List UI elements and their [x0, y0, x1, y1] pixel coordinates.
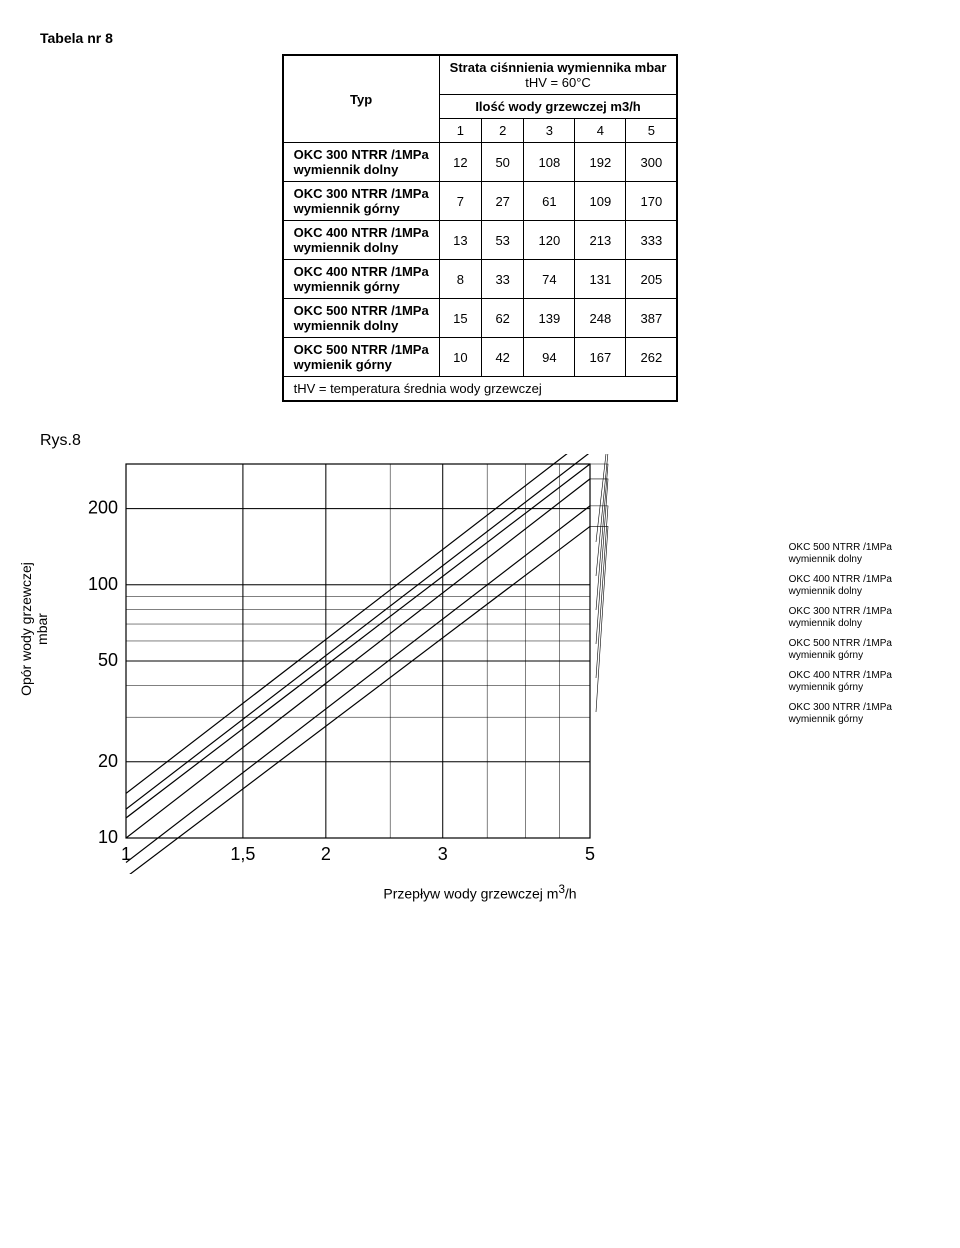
header-main-text: Strata ciśnnienia wymiennika mbar — [450, 60, 667, 75]
svg-text:1,5: 1,5 — [230, 844, 255, 864]
cell-value: 61 — [524, 182, 575, 221]
cell-value: 33 — [482, 260, 524, 299]
pressure-chart: 1 1,5 2 3 5 10 20 50 100 200 — [70, 454, 710, 874]
row-label: OKC 300 NTRR /1MPa wymiennik dolny — [283, 143, 440, 182]
table-row: OKC 500 NTRR /1MPa wymienik górny1042941… — [283, 338, 678, 377]
row-label: OKC 500 NTRR /1MPa wymienik górny — [283, 338, 440, 377]
table-row: OKC 500 NTRR /1MPa wymiennik dolny156213… — [283, 299, 678, 338]
cell-value: 213 — [575, 221, 626, 260]
legend-item: OKC 400 NTRR /1MPa wymiennik górny — [789, 670, 892, 694]
row-label: OKC 400 NTRR /1MPa wymiennik dolny — [283, 221, 440, 260]
cell-value: 42 — [482, 338, 524, 377]
cell-value: 27 — [482, 182, 524, 221]
legend-item: OKC 300 NTRR /1MPa wymiennik dolny — [789, 606, 892, 630]
col-header: 2 — [482, 119, 524, 143]
chart-container: Opór wody grzewczejmbar 11,5235102050100… — [70, 454, 890, 902]
table-row: OKC 400 NTRR /1MPa wymiennik dolny135312… — [283, 221, 678, 260]
pressure-loss-table: Typ Strata ciśnnienia wymiennika mbar tH… — [282, 54, 679, 402]
header-sub-text: tHV = 60°C — [450, 75, 667, 90]
svg-text:5: 5 — [585, 844, 595, 864]
cell-value: 131 — [575, 260, 626, 299]
cell-value: 108 — [524, 143, 575, 182]
table-title: Tabela nr 8 — [40, 30, 920, 46]
cell-value: 94 — [524, 338, 575, 377]
cell-value: 333 — [626, 221, 678, 260]
header-main: Strata ciśnnienia wymiennika mbar tHV = … — [439, 55, 677, 95]
cell-value: 139 — [524, 299, 575, 338]
cell-value: 120 — [524, 221, 575, 260]
cell-value: 387 — [626, 299, 678, 338]
cell-value: 262 — [626, 338, 678, 377]
col-header: 1 — [439, 119, 481, 143]
svg-text:50: 50 — [98, 650, 118, 670]
svg-text:2: 2 — [321, 844, 331, 864]
y-axis-label: Opór wody grzewczejmbar — [18, 529, 50, 729]
col-header: 3 — [524, 119, 575, 143]
row-label: OKC 300 NTRR /1MPa wymiennik górny — [283, 182, 440, 221]
table-row: OKC 300 NTRR /1MPa wymiennik górny727611… — [283, 182, 678, 221]
x-axis-label: Przepływ wody grzewczej m3/h — [70, 883, 890, 902]
cell-value: 50 — [482, 143, 524, 182]
cell-value: 13 — [439, 221, 481, 260]
cell-value: 205 — [626, 260, 678, 299]
cell-value: 15 — [439, 299, 481, 338]
figure-label: Rys.8 — [40, 432, 920, 450]
table-row: OKC 400 NTRR /1MPa wymiennik górny833741… — [283, 260, 678, 299]
legend-item: OKC 300 NTRR /1MPa wymiennik górny — [789, 702, 892, 726]
legend-item: OKC 500 NTRR /1MPa wymiennik dolny — [789, 542, 892, 566]
cell-value: 248 — [575, 299, 626, 338]
cell-value: 10 — [439, 338, 481, 377]
cell-value: 62 — [482, 299, 524, 338]
row-label: OKC 500 NTRR /1MPa wymiennik dolny — [283, 299, 440, 338]
col-header: 5 — [626, 119, 678, 143]
table-footnote: tHV = temperatura średnia wody grzewczej — [283, 377, 678, 402]
row-label: OKC 400 NTRR /1MPa wymiennik górny — [283, 260, 440, 299]
svg-text:1: 1 — [121, 844, 131, 864]
table-row: OKC 300 NTRR /1MPa wymiennik dolny125010… — [283, 143, 678, 182]
svg-text:200: 200 — [88, 498, 118, 518]
cell-value: 167 — [575, 338, 626, 377]
legend-item: OKC 500 NTRR /1MPa wymiennik górny — [789, 638, 892, 662]
cell-value: 109 — [575, 182, 626, 221]
col-header: 4 — [575, 119, 626, 143]
cell-value: 7 — [439, 182, 481, 221]
cell-value: 170 — [626, 182, 678, 221]
svg-text:100: 100 — [88, 574, 118, 594]
col-typ: Typ — [283, 55, 440, 143]
cell-value: 74 — [524, 260, 575, 299]
svg-text:3: 3 — [438, 844, 448, 864]
cell-value: 192 — [575, 143, 626, 182]
legend-item: OKC 400 NTRR /1MPa wymiennik dolny — [789, 574, 892, 598]
chart-legend: OKC 500 NTRR /1MPa wymiennik dolny OKC 40… — [789, 542, 892, 734]
svg-text:20: 20 — [98, 751, 118, 771]
cell-value: 53 — [482, 221, 524, 260]
svg-text:10: 10 — [98, 827, 118, 847]
cell-value: 300 — [626, 143, 678, 182]
cell-value: 12 — [439, 143, 481, 182]
cell-value: 8 — [439, 260, 481, 299]
header-row2: Ilość wody grzewczej m3/h — [439, 95, 677, 119]
